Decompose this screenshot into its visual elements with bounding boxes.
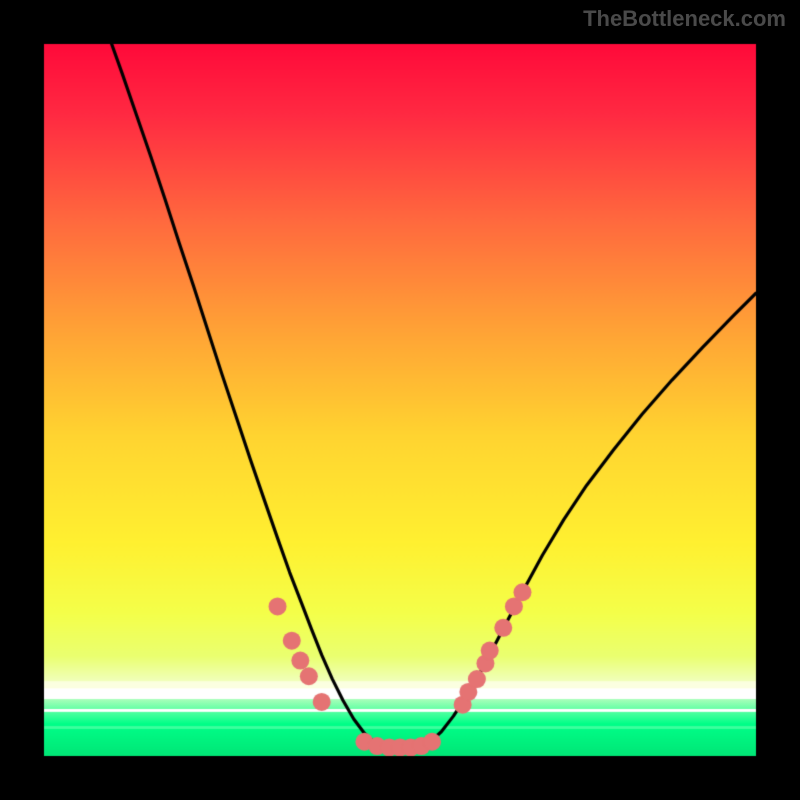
bottleneck-chart <box>0 0 800 800</box>
watermark-text: TheBottleneck.com <box>583 6 786 32</box>
